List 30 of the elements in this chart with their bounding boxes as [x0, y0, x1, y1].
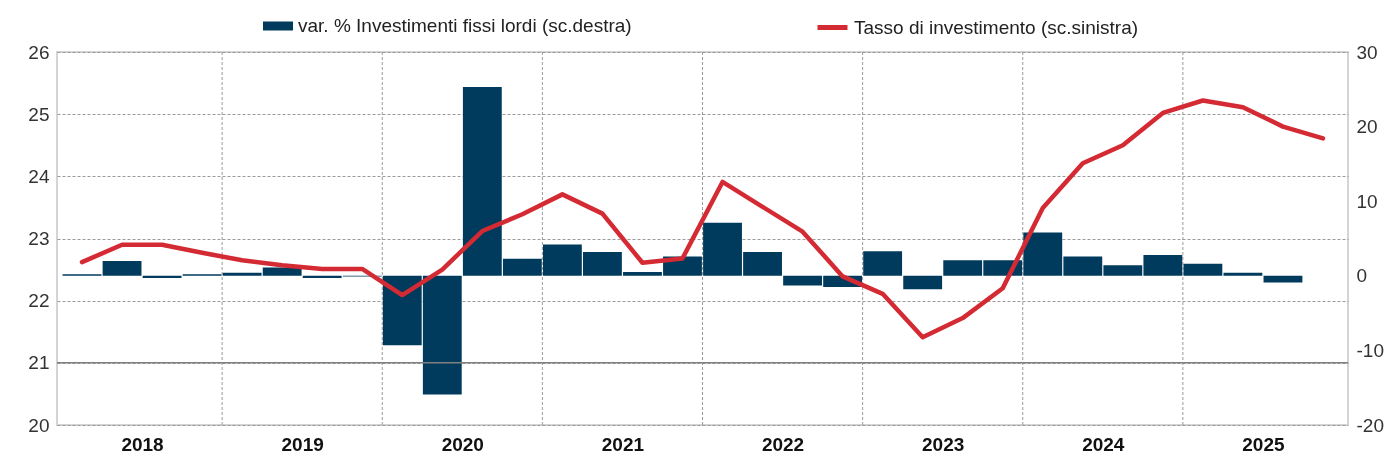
- x-tick-label: 2022: [761, 433, 805, 455]
- bar: [1223, 272, 1263, 276]
- line-series: [79, 98, 1326, 340]
- y2-tick-label: 10: [1356, 190, 1378, 212]
- y-tick-label: 25: [28, 103, 50, 125]
- bar: [863, 251, 903, 276]
- y-tick-label: 20: [28, 414, 50, 436]
- x-tick-label: 2020: [441, 433, 484, 455]
- x-tick-label: 2025: [1242, 433, 1285, 455]
- y-tick-label: 21: [28, 352, 50, 374]
- bar: [102, 260, 142, 276]
- y-tick-label: 26: [28, 41, 50, 63]
- bar: [903, 275, 943, 290]
- legend-label: Tasso di investimento (sc.sinistra): [854, 16, 1139, 38]
- x-tick-label: 2018: [121, 433, 164, 455]
- x-tick-label: 2019: [281, 433, 324, 455]
- y2-tick-label: -20: [1356, 414, 1384, 436]
- y2-tick-label: 30: [1356, 41, 1378, 63]
- legend-label: var. % Investimenti fissi lordi (sc.destra): [298, 15, 632, 36]
- bar: [1263, 275, 1303, 283]
- bar: [142, 275, 182, 279]
- x-tick-label: 2021: [601, 433, 645, 455]
- y2-tick-label: 0: [1356, 265, 1368, 287]
- y-tick-label: 22: [28, 290, 50, 312]
- y2-tick-label: 20: [1356, 116, 1378, 138]
- y2-tick-label: -10: [1356, 339, 1384, 361]
- y-tick-label: 24: [28, 165, 50, 187]
- y-tick-label: 23: [28, 228, 50, 249]
- x-tick-label: 2023: [922, 433, 965, 455]
- x-tick-label: 2024: [1082, 433, 1125, 455]
